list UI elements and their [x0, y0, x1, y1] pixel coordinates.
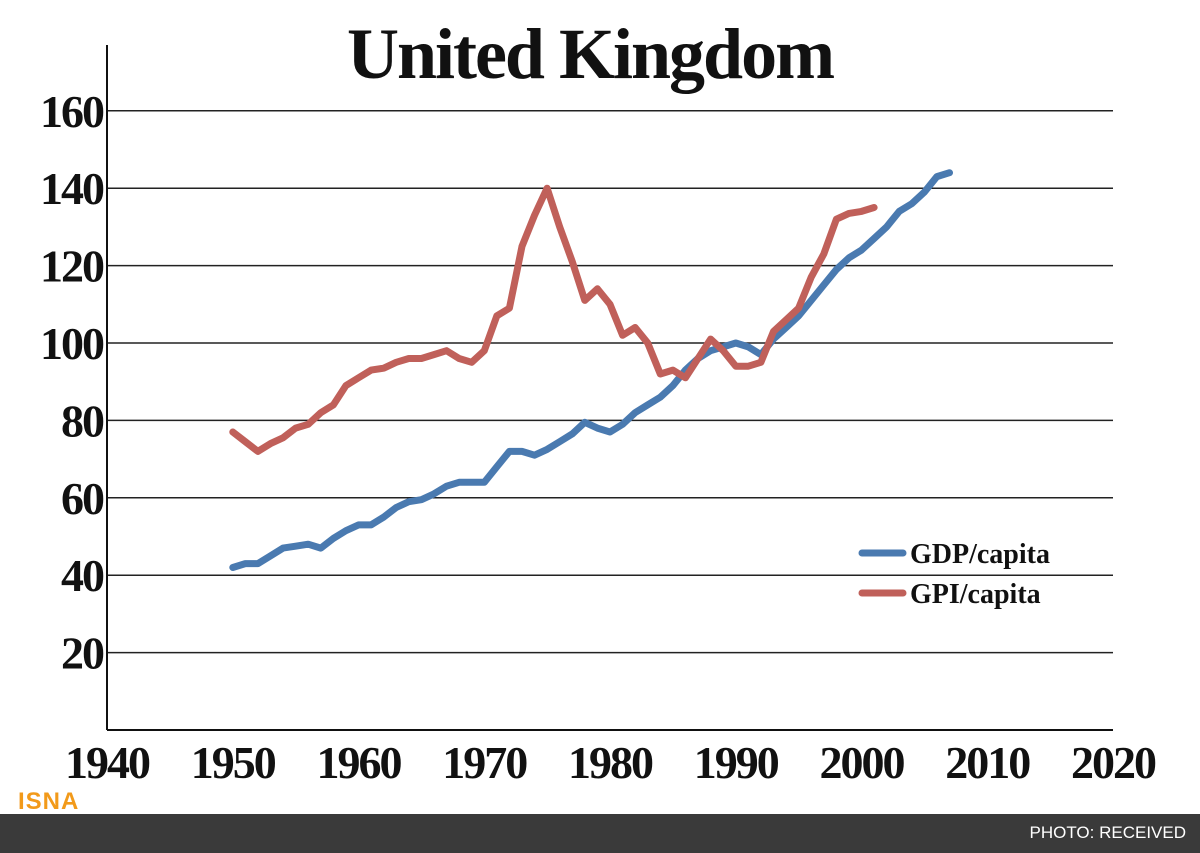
y-tick-label: 160	[40, 86, 104, 137]
x-tick-label: 1950	[191, 737, 276, 788]
x-tick-label: 2010	[945, 737, 1030, 788]
photo-credit: PHOTO: RECEIVED	[1029, 823, 1187, 842]
chart-title: United Kingdom	[347, 14, 834, 94]
isna-logo: ISNA	[12, 789, 86, 815]
legend: GDP/capita GPI/capita	[858, 539, 1050, 610]
x-tick-label: 2020	[1071, 737, 1156, 788]
y-tick-label: 120	[40, 241, 104, 292]
line-chart: United Kingdom 20 40 60 80 100 120 140 160 1940…	[40, 14, 1158, 788]
series-line-gdp	[229, 169, 953, 571]
y-tick-labels: 20 40 60 80 100 120 140 160	[40, 86, 106, 679]
gridlines	[107, 110, 1113, 654]
x-tick-label: 1980	[568, 737, 653, 788]
footer-bar: PHOTO: RECEIVED	[0, 814, 1200, 853]
legend-label: GDP/capita	[910, 539, 1050, 570]
legend-label: GPI/capita	[910, 579, 1041, 610]
y-tick-label: 60	[61, 473, 104, 524]
x-tick-label: 1970	[442, 737, 527, 788]
x-tick-label: 2000	[820, 737, 905, 788]
series-lines	[229, 169, 953, 571]
x-tick-label: 1960	[317, 737, 402, 788]
x-tick-label: 1940	[65, 737, 150, 788]
x-tick-labels: 1940 1950 1960 1970 1980 1990 2000 2010 2020	[65, 737, 1158, 788]
series-line-gpi	[229, 184, 878, 455]
y-tick-label: 100	[40, 318, 104, 369]
x-tick-label: 1990	[694, 737, 779, 788]
y-tick-label: 140	[40, 163, 104, 214]
y-tick-label: 80	[61, 395, 104, 446]
y-tick-label: 20	[61, 628, 104, 679]
y-tick-label: 40	[61, 550, 104, 601]
